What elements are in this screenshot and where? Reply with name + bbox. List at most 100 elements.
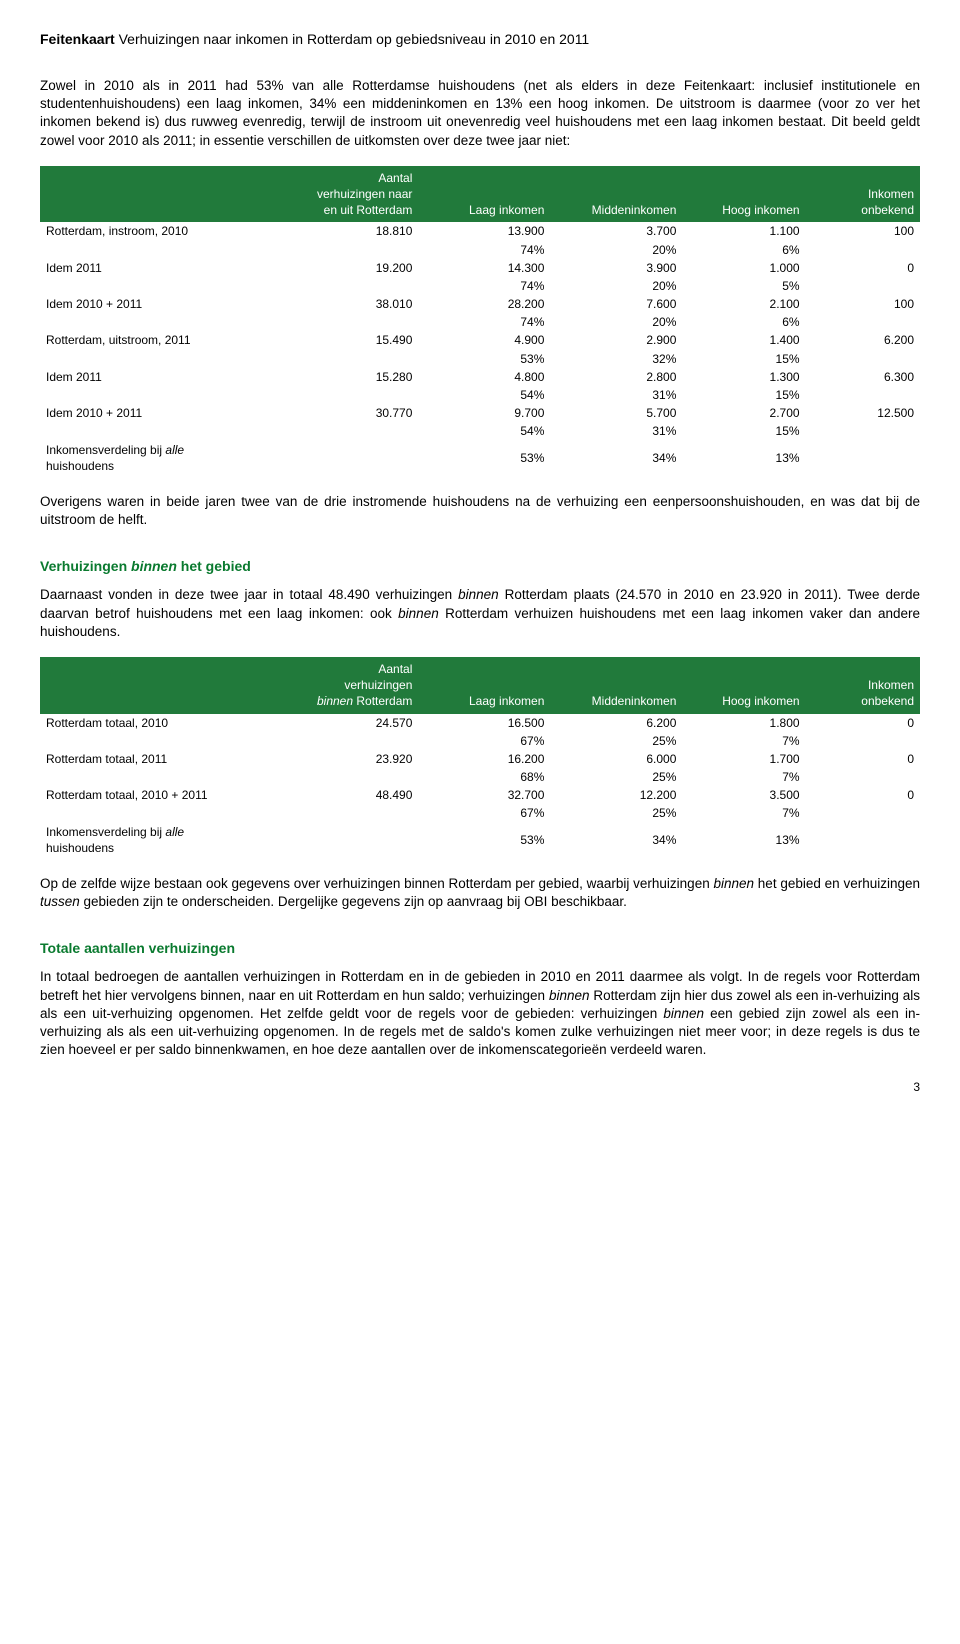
cell: 32% [550, 350, 682, 368]
cell: 7% [682, 732, 805, 750]
cell [40, 768, 286, 786]
cell: 1.800 [682, 714, 805, 732]
col-blank [40, 166, 286, 223]
cell: 12.500 [806, 404, 920, 422]
page-header: Feitenkaart Verhuizingen naar inkomen in… [40, 30, 920, 49]
table-stroom: Aantal verhuizingen naar en uit Rotterda… [40, 166, 920, 475]
cell: 0 [806, 259, 920, 277]
cell: 23.920 [286, 750, 418, 768]
row-label: Idem 2010 + 2011 [40, 295, 286, 313]
table-row-pct: 67%25%7% [40, 732, 920, 750]
cell: 24.570 [286, 714, 418, 732]
h-l3b: Rotterdam [353, 694, 412, 708]
row-label: Rotterdam, instroom, 2010 [40, 222, 286, 240]
cell [40, 732, 286, 750]
cell: 53% [418, 441, 550, 475]
cell: 54% [418, 422, 550, 440]
cell: 6.200 [550, 714, 682, 732]
cell [806, 277, 920, 295]
cell [40, 804, 286, 822]
cell: 1.100 [682, 222, 805, 240]
cell: 31% [550, 386, 682, 404]
cell: 16.500 [418, 714, 550, 732]
p-e: gebieden zijn te onderscheiden. Dergelij… [80, 894, 627, 909]
cell [286, 350, 418, 368]
cell [40, 386, 286, 404]
cell: 1.300 [682, 368, 805, 386]
p-a: Op de zelfde wijze bestaan ook gegevens … [40, 876, 713, 891]
cell [806, 441, 920, 475]
cell: 15.490 [286, 331, 418, 349]
col-onbek: Inkomen onbekend [806, 166, 920, 223]
cell: 100 [806, 295, 920, 313]
cell: 25% [550, 732, 682, 750]
cell: 28.200 [418, 295, 550, 313]
cell: 34% [550, 441, 682, 475]
p-b: binnen [549, 988, 590, 1003]
cell: 25% [550, 768, 682, 786]
cell: 7.600 [550, 295, 682, 313]
cell: 54% [418, 386, 550, 404]
table-row: Rotterdam, uitstroom, 201115.4904.9002.9… [40, 331, 920, 349]
cell: 4.900 [418, 331, 550, 349]
h-l2: verhuizingen [344, 678, 412, 692]
header-prefix: Feitenkaart [40, 31, 119, 47]
table-row: Idem 2010 + 201138.01028.2007.6002.10010… [40, 295, 920, 313]
after-table2-paragraph: Op de zelfde wijze bestaan ook gegevens … [40, 875, 920, 911]
p-d: binnen [398, 606, 439, 621]
cell [806, 768, 920, 786]
page-number: 3 [40, 1079, 920, 1095]
section-binnen-title: Verhuizingen binnen het gebied [40, 557, 920, 576]
table-row-pct: 54%31%15% [40, 386, 920, 404]
col-onbek: Inkomen onbekend [806, 657, 920, 714]
row-label: Idem 2011 [40, 259, 286, 277]
cell: 14.300 [418, 259, 550, 277]
section2-paragraph: Daarnaast vonden in deze twee jaar in to… [40, 586, 920, 641]
row-label: Idem 2011 [40, 368, 286, 386]
cell: 6.300 [806, 368, 920, 386]
table-row-pct: 74%20%5% [40, 277, 920, 295]
row-label: Rotterdam totaal, 2010 + 2011 [40, 786, 286, 804]
table-row: Rotterdam totaal, 201024.57016.5006.2001… [40, 714, 920, 732]
cell: 6.200 [806, 331, 920, 349]
cell: 1.400 [682, 331, 805, 349]
h-l2: verhuizingen naar [317, 187, 412, 201]
table-row-pct: 67%25%7% [40, 804, 920, 822]
cell: 12.200 [550, 786, 682, 804]
h-l1: Aantal [378, 662, 412, 676]
col-mid: Middeninkomen [550, 166, 682, 223]
col-aantal: Aantal verhuizingen naar en uit Rotterda… [286, 166, 418, 223]
table-row: Rotterdam totaal, 201123.92016.2006.0001… [40, 750, 920, 768]
cell: 6% [682, 241, 805, 259]
p-c: het gebied en verhuizingen [754, 876, 920, 891]
cell: 1.700 [682, 750, 805, 768]
cell: 3.900 [550, 259, 682, 277]
row-label: Rotterdam totaal, 2010 [40, 714, 286, 732]
cell: 19.200 [286, 259, 418, 277]
col-blank [40, 657, 286, 714]
cell: 7% [682, 768, 805, 786]
table-row-pct: 74%20%6% [40, 241, 920, 259]
cell: 74% [418, 277, 550, 295]
cell: 53% [418, 350, 550, 368]
p-b: binnen [713, 876, 754, 891]
table-row-pct: 68%25%7% [40, 768, 920, 786]
section-totaal-title: Totale aantallen verhuizingen [40, 939, 920, 958]
table-row: Idem 201119.20014.3003.9001.0000 [40, 259, 920, 277]
cell: 2.100 [682, 295, 805, 313]
cell: 5% [682, 277, 805, 295]
cell: 4.800 [418, 368, 550, 386]
col-aantal: Aantal verhuizingen binnen Rotterdam [286, 657, 418, 714]
h-l2: onbekend [861, 694, 914, 708]
cell: 53% [418, 823, 550, 857]
t-c: het gebied [177, 558, 251, 574]
row-label: Idem 2010 + 2011 [40, 404, 286, 422]
table-row-pct: 54%31%15% [40, 422, 920, 440]
intro-paragraph: Zowel in 2010 als in 2011 had 53% van al… [40, 77, 920, 150]
row-label: Rotterdam, uitstroom, 2011 [40, 331, 286, 349]
cell: 68% [418, 768, 550, 786]
cell [286, 823, 418, 857]
p-d: tussen [40, 894, 80, 909]
cell: 2.900 [550, 331, 682, 349]
h-l3a: binnen [317, 694, 353, 708]
